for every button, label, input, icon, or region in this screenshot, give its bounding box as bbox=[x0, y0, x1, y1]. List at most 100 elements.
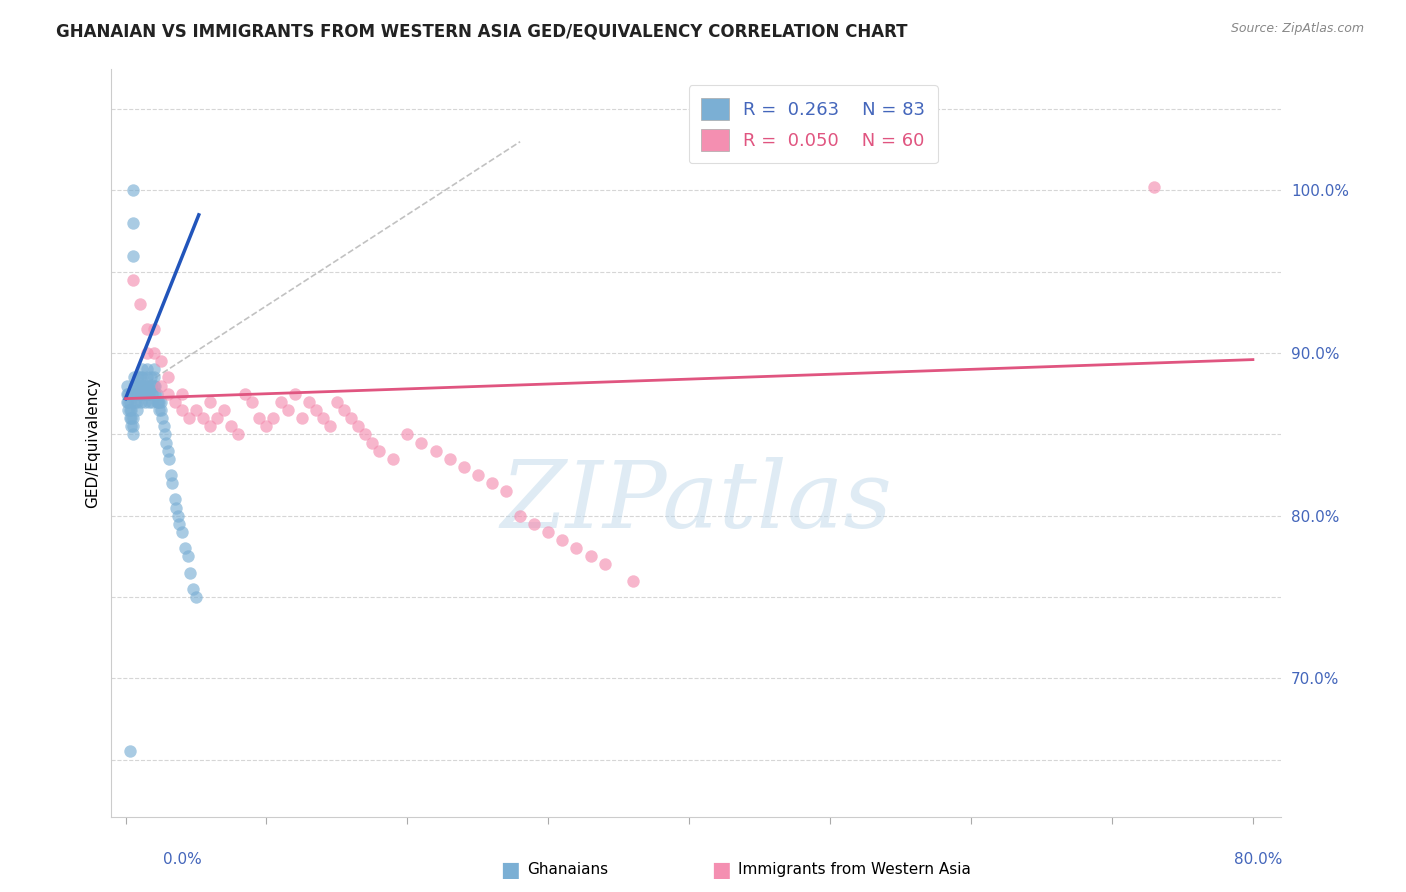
Point bbox=[128, 378, 150, 392]
Point bbox=[156, 443, 179, 458]
Point bbox=[537, 524, 560, 539]
Point bbox=[157, 451, 180, 466]
Point bbox=[131, 362, 153, 376]
Point bbox=[277, 403, 299, 417]
Point bbox=[179, 566, 201, 580]
Point bbox=[254, 419, 277, 434]
Point bbox=[453, 459, 475, 474]
Point bbox=[127, 370, 149, 384]
Point bbox=[134, 386, 156, 401]
Point bbox=[128, 370, 150, 384]
Point bbox=[132, 378, 155, 392]
Point bbox=[347, 419, 370, 434]
Text: GHANAIAN VS IMMIGRANTS FROM WESTERN ASIA GED/EQUIVALENCY CORRELATION CHART: GHANAIAN VS IMMIGRANTS FROM WESTERN ASIA… bbox=[56, 22, 908, 40]
Point bbox=[198, 419, 221, 434]
Point bbox=[131, 370, 153, 384]
Point bbox=[298, 395, 321, 409]
Point bbox=[212, 403, 235, 417]
Point bbox=[425, 443, 447, 458]
Point bbox=[621, 574, 644, 588]
Point bbox=[142, 346, 165, 360]
Point bbox=[122, 370, 145, 384]
Point bbox=[291, 411, 314, 425]
Point bbox=[129, 395, 152, 409]
Point bbox=[173, 541, 195, 556]
Point bbox=[198, 395, 221, 409]
Point bbox=[138, 395, 160, 409]
Point bbox=[134, 395, 156, 409]
Point bbox=[118, 744, 141, 758]
Point bbox=[495, 484, 517, 499]
Point bbox=[121, 184, 143, 198]
Point bbox=[118, 395, 141, 409]
Point bbox=[120, 411, 142, 425]
Point bbox=[117, 403, 139, 417]
Point bbox=[149, 403, 172, 417]
Point bbox=[156, 370, 179, 384]
Point bbox=[117, 395, 139, 409]
Point bbox=[120, 419, 142, 434]
Point bbox=[340, 411, 363, 425]
Point bbox=[129, 386, 152, 401]
Point bbox=[143, 378, 166, 392]
Point bbox=[233, 386, 256, 401]
Point bbox=[145, 395, 167, 409]
Point bbox=[312, 411, 335, 425]
Text: 0.0%: 0.0% bbox=[163, 852, 202, 867]
Point bbox=[135, 370, 157, 384]
Point bbox=[146, 395, 169, 409]
Point bbox=[361, 435, 384, 450]
Point bbox=[155, 435, 177, 450]
Point bbox=[125, 395, 148, 409]
Point bbox=[142, 370, 165, 384]
Point bbox=[148, 395, 170, 409]
Point bbox=[270, 395, 292, 409]
Text: Source: ZipAtlas.com: Source: ZipAtlas.com bbox=[1230, 22, 1364, 36]
Point bbox=[143, 386, 166, 401]
Point bbox=[159, 468, 181, 483]
Point bbox=[139, 378, 162, 392]
Point bbox=[125, 386, 148, 401]
Point bbox=[131, 378, 153, 392]
Point bbox=[326, 395, 349, 409]
Point bbox=[115, 378, 138, 392]
Point bbox=[136, 378, 159, 392]
Point bbox=[118, 411, 141, 425]
Text: Immigrants from Western Asia: Immigrants from Western Asia bbox=[738, 863, 972, 877]
Point bbox=[141, 395, 163, 409]
Point bbox=[121, 273, 143, 287]
Point bbox=[136, 386, 159, 401]
Point bbox=[579, 549, 602, 564]
Point bbox=[132, 386, 155, 401]
Point bbox=[139, 370, 162, 384]
Point bbox=[142, 321, 165, 335]
Point bbox=[142, 362, 165, 376]
Point bbox=[142, 378, 165, 392]
Point bbox=[565, 541, 588, 556]
Point bbox=[226, 427, 249, 442]
Point bbox=[333, 403, 356, 417]
Point bbox=[481, 476, 503, 491]
Text: 80.0%: 80.0% bbox=[1234, 852, 1282, 867]
Point bbox=[127, 378, 149, 392]
Point bbox=[115, 395, 138, 409]
Point bbox=[284, 386, 307, 401]
Point bbox=[135, 346, 157, 360]
Point bbox=[247, 411, 270, 425]
Point bbox=[166, 508, 188, 523]
Point bbox=[382, 451, 405, 466]
Point bbox=[150, 411, 173, 425]
Point bbox=[319, 419, 342, 434]
Point bbox=[184, 403, 207, 417]
Legend: R =  0.263    N = 83, R =  0.050    N = 60: R = 0.263 N = 83, R = 0.050 N = 60 bbox=[689, 85, 938, 163]
Text: ■: ■ bbox=[501, 860, 520, 880]
Y-axis label: GED/Equivalency: GED/Equivalency bbox=[86, 377, 100, 508]
Point bbox=[167, 516, 190, 531]
Point bbox=[467, 468, 489, 483]
Point bbox=[165, 500, 187, 515]
Point bbox=[163, 492, 186, 507]
Point bbox=[128, 386, 150, 401]
Point bbox=[593, 558, 616, 572]
Point bbox=[354, 427, 377, 442]
Point bbox=[124, 386, 146, 401]
